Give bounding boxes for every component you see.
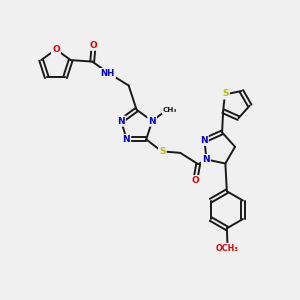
Text: N: N — [200, 136, 208, 145]
Text: NH: NH — [100, 69, 115, 78]
Text: N: N — [202, 155, 210, 164]
Text: O: O — [191, 176, 199, 185]
Text: O: O — [90, 41, 98, 50]
Text: N: N — [148, 116, 156, 125]
Text: S: S — [159, 147, 166, 156]
Text: S: S — [222, 89, 229, 98]
Text: CH₃: CH₃ — [163, 107, 177, 113]
Text: OCH₃: OCH₃ — [216, 244, 239, 253]
Text: N: N — [122, 135, 130, 144]
Text: N: N — [117, 116, 125, 125]
Text: O: O — [52, 45, 60, 54]
